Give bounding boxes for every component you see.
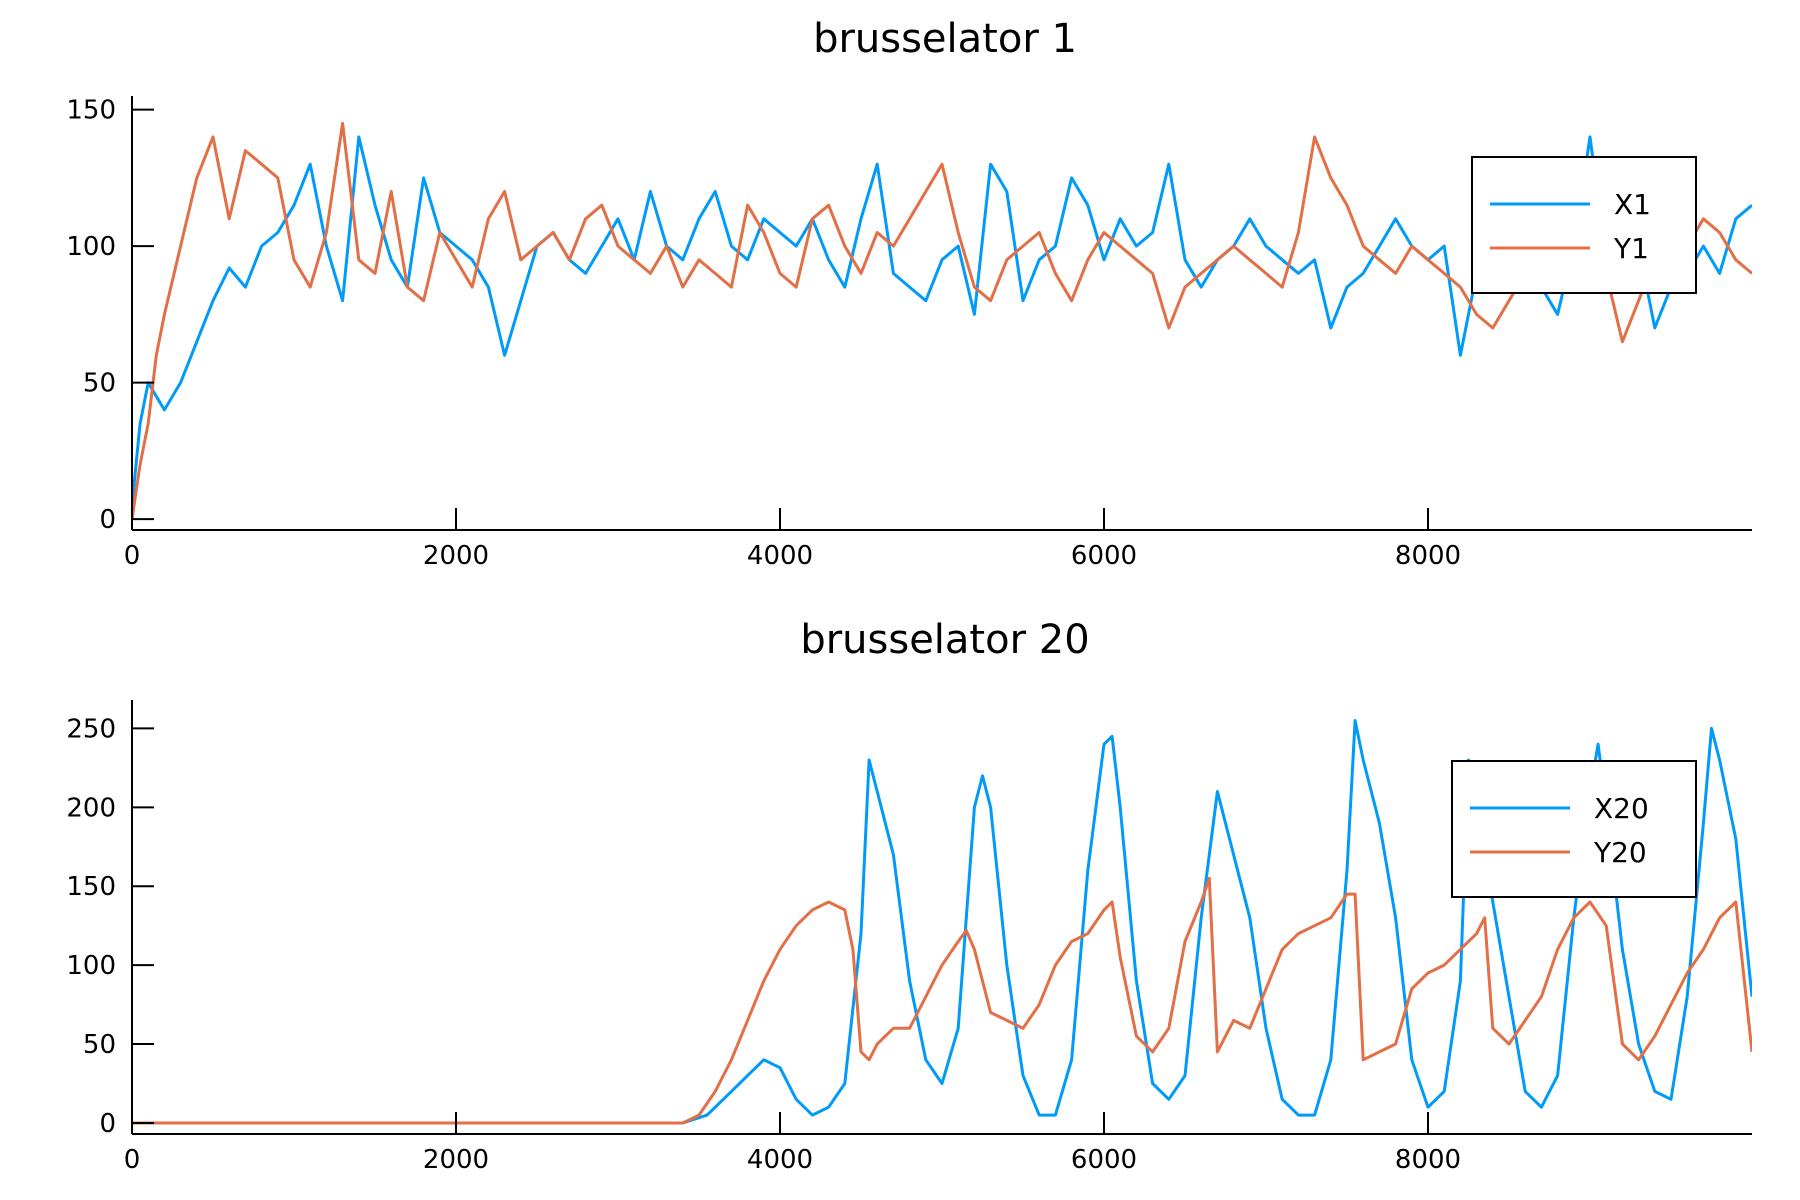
legend-label-x1: X1 [1614, 188, 1651, 221]
legend: X1 Y1 [1471, 156, 1697, 294]
x-tick-label: 2000 [423, 541, 489, 571]
chart-panel-brusselator-1: brusselator 1 0 50 100 150 0 2000 4000 6000 800… [66, 16, 1752, 571]
y-tick-label: 100 [66, 951, 116, 981]
x-ticks: 0 2000 4000 6000 8000 [124, 508, 1461, 571]
legend-box [1471, 156, 1697, 294]
legend: X20 Y20 [1451, 760, 1697, 898]
series-line-y20 [132, 876, 1752, 1125]
series-line-y1 [132, 121, 1752, 520]
legend-label-x20: X20 [1594, 792, 1649, 825]
y-tick-label: 100 [66, 232, 116, 262]
x-tick-label: 6000 [1071, 1145, 1137, 1175]
x-tick-label: 0 [124, 1145, 141, 1175]
y-tick-label: 0 [99, 1109, 116, 1139]
x-tick-label: 4000 [747, 1145, 813, 1175]
chart-panel-brusselator-20: brusselator 20 0 50 100 150 200 250 0 2000 4000… [66, 617, 1752, 1175]
y-ticks: 0 50 100 150 200 250 [66, 714, 154, 1139]
x-tick-label: 8000 [1395, 541, 1461, 571]
x-tick-label: 0 [124, 541, 141, 571]
y-tick-label: 250 [66, 714, 116, 744]
x-tick-label: 2000 [423, 1145, 489, 1175]
legend-label-y1: Y1 [1613, 232, 1649, 265]
y-tick-label: 150 [66, 96, 116, 126]
y-tick-label: 200 [66, 793, 116, 823]
y-tick-label: 150 [66, 872, 116, 902]
y-ticks: 0 50 100 150 [66, 96, 154, 535]
chart-title: brusselator 1 [813, 16, 1077, 62]
y-tick-label: 50 [83, 1030, 116, 1060]
y-tick-label: 0 [99, 505, 116, 535]
chart-title: brusselator 20 [800, 617, 1089, 663]
x-tick-label: 8000 [1395, 1145, 1461, 1175]
legend-box [1451, 760, 1697, 898]
x-ticks: 0 2000 4000 6000 8000 [124, 1112, 1461, 1175]
legend-label-y20: Y20 [1593, 836, 1647, 869]
x-tick-label: 4000 [747, 541, 813, 571]
y-tick-label: 50 [83, 369, 116, 399]
x-tick-label: 6000 [1071, 541, 1137, 571]
